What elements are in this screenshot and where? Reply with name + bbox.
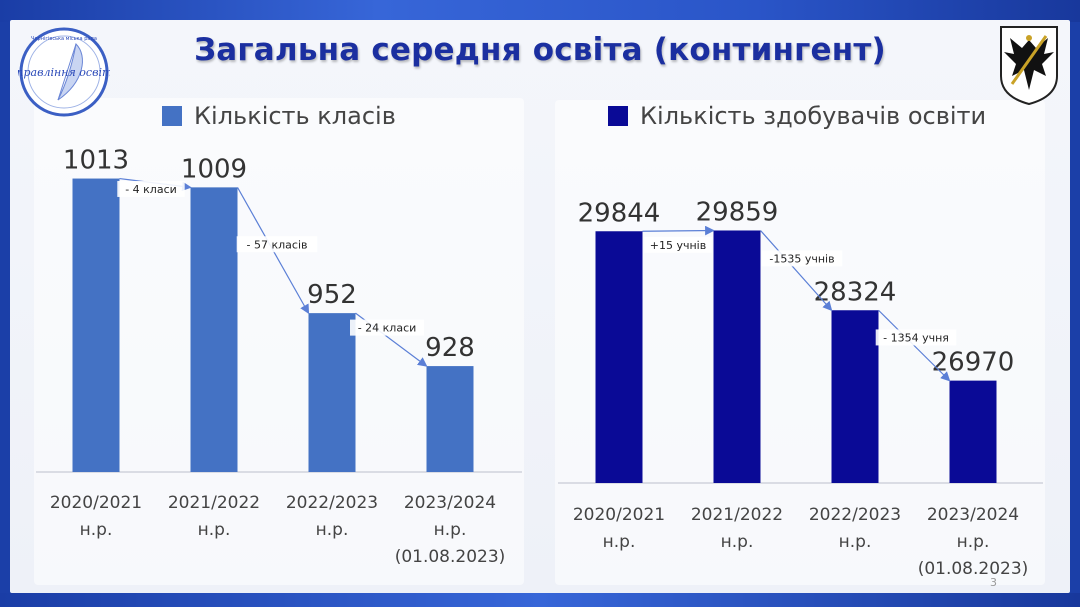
change-arrow [642, 225, 715, 236]
bar-2 [190, 187, 238, 472]
category-label: (01.08.2023) [918, 559, 1029, 579]
logo-text: Управління освіти [18, 66, 110, 79]
annotation-bg [236, 236, 318, 253]
bar-1 [595, 231, 643, 483]
data-label: 1013 [63, 146, 129, 176]
legend-classes: Кількість класів [162, 102, 396, 130]
bar-1 [72, 178, 120, 472]
change-annotation: - 4 класи [125, 183, 177, 196]
legend-label-students: Кількість здобувачів освіти [640, 102, 987, 130]
category-label: 2023/2024 [404, 493, 496, 513]
data-label: 1009 [181, 154, 247, 184]
change-annotation: +15 учнів [650, 239, 706, 252]
legend-students: Кількість здобувачів освіти [608, 102, 986, 130]
data-label: 29859 [696, 197, 779, 227]
data-label: 28324 [814, 277, 897, 307]
city-emblem [1000, 26, 1058, 106]
page-number: 3 [990, 576, 997, 589]
category-label: 2023/2024 [927, 505, 1019, 525]
legend-swatch-classes [162, 106, 182, 126]
category-label: н.р. [839, 532, 872, 552]
chart-classes: 1013 2020/2021 н.р. 1009 2021/2022 н.р. 952 202… [36, 146, 522, 567]
category-label: н.р. [80, 520, 113, 540]
data-label: 29844 [578, 198, 661, 228]
legend-swatch-students [608, 106, 628, 126]
slide-title: Загальна середня освіта (контингент) [194, 32, 886, 68]
change-annotation: - 57 класів [247, 238, 308, 251]
annotation-bg [644, 236, 712, 253]
annotation-bg [761, 250, 843, 267]
bar-2 [713, 230, 761, 483]
slide-frame-bottom [0, 593, 1080, 607]
category-label: н.р. [721, 532, 754, 552]
data-label: 952 [307, 280, 357, 310]
slide-frame-top [0, 0, 1080, 22]
category-label: 2022/2023 [809, 505, 901, 525]
category-label: н.р. [198, 520, 231, 540]
annotation-bg [350, 319, 424, 336]
category-label: 2021/2022 [168, 493, 260, 513]
category-label: 2021/2022 [691, 505, 783, 525]
category-label: 2022/2023 [286, 493, 378, 513]
slide: Загальна середня освіта (контингент) Упр… [10, 20, 1070, 593]
logo-arc-text: Чернігівська міська рада [31, 36, 97, 42]
category-label: 2020/2021 [50, 493, 142, 513]
change-annotation: - 24 класи [358, 322, 417, 335]
data-label: 26970 [932, 348, 1015, 378]
education-department-logo: Управління освіти Чернігівська міська ра… [18, 27, 110, 117]
annotation-bg [117, 180, 185, 197]
bar-4 [949, 380, 997, 483]
bar-3 [831, 310, 879, 483]
change-annotation: - 1354 учня [883, 331, 949, 344]
change-arrow [760, 230, 833, 312]
category-label: н.р. [434, 520, 467, 540]
legend-label-classes: Кількість класів [194, 102, 396, 130]
category-label: (01.08.2023) [395, 547, 506, 567]
annotation-bg [875, 329, 957, 346]
bar-3 [308, 313, 356, 472]
chart-students: 29844 2020/2021 н.р. 29859 2021/2022 н.р. 2832… [558, 197, 1043, 579]
category-label: 2020/2021 [573, 505, 665, 525]
category-label: н.р. [603, 532, 636, 552]
data-label: 928 [425, 333, 475, 363]
change-annotation: -1535 учнів [769, 252, 834, 265]
bar-4 [426, 366, 474, 472]
category-label: н.р. [957, 532, 990, 552]
category-label: н.р. [316, 520, 349, 540]
